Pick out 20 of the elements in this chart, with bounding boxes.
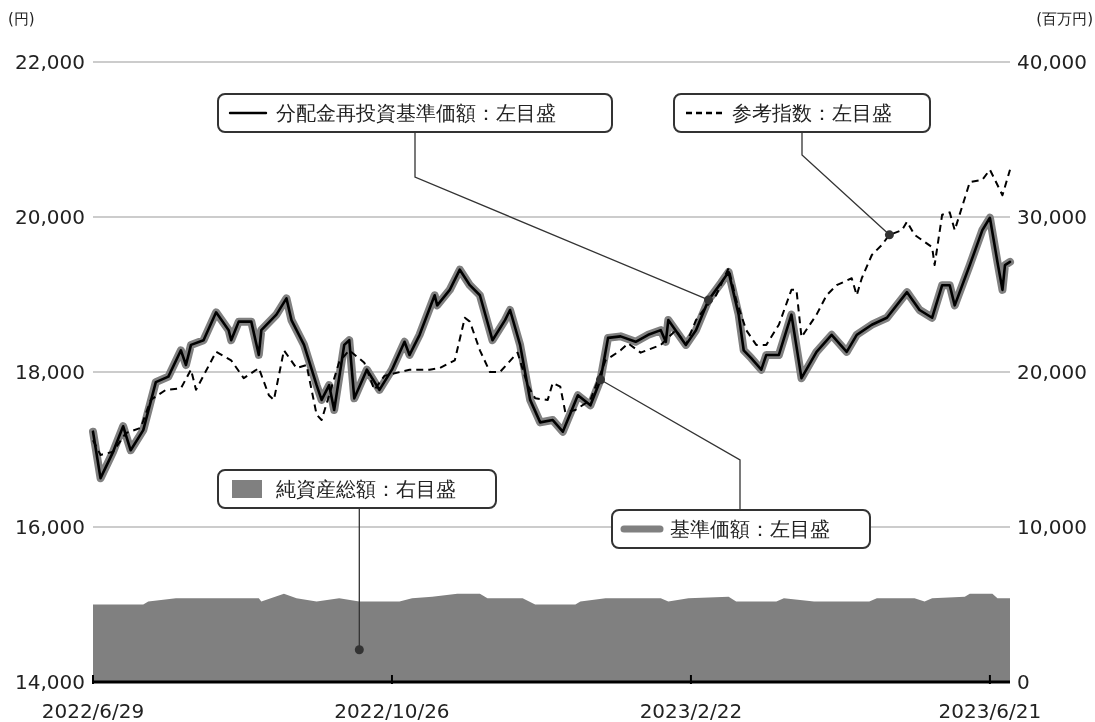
legend-label: 基準価額：左目盛 (670, 517, 830, 541)
y2-axis-title: (百万円) (1036, 10, 1093, 28)
x-tick-label: 2023/6/21 (938, 699, 1042, 722)
y-tick-label: 14,000 (15, 670, 85, 694)
y2-tick-label: 0 (1017, 670, 1030, 694)
y2-tick-label: 30,000 (1017, 205, 1087, 229)
legend-label: 分配金再投資基準価額：左目盛 (276, 101, 556, 125)
y-tick-label: 20,000 (15, 205, 85, 229)
x-tick-label: 2023/2/22 (639, 699, 743, 722)
legend-label: 参考指数：左目盛 (732, 101, 892, 125)
x-tick-label: 2022/6/29 (41, 699, 145, 722)
y2-tick-label: 10,000 (1017, 515, 1087, 539)
y-tick-label: 16,000 (15, 515, 85, 539)
y-axis-title: (円) (8, 10, 35, 28)
legend-label: 純資産総額：右目盛 (276, 477, 456, 501)
y-tick-label: 22,000 (15, 50, 85, 74)
y2-tick-label: 20,000 (1017, 360, 1087, 384)
y-tick-label: 18,000 (15, 360, 85, 384)
y2-tick-label: 40,000 (1017, 50, 1087, 74)
x-tick-label: 2022/10/26 (334, 699, 450, 722)
